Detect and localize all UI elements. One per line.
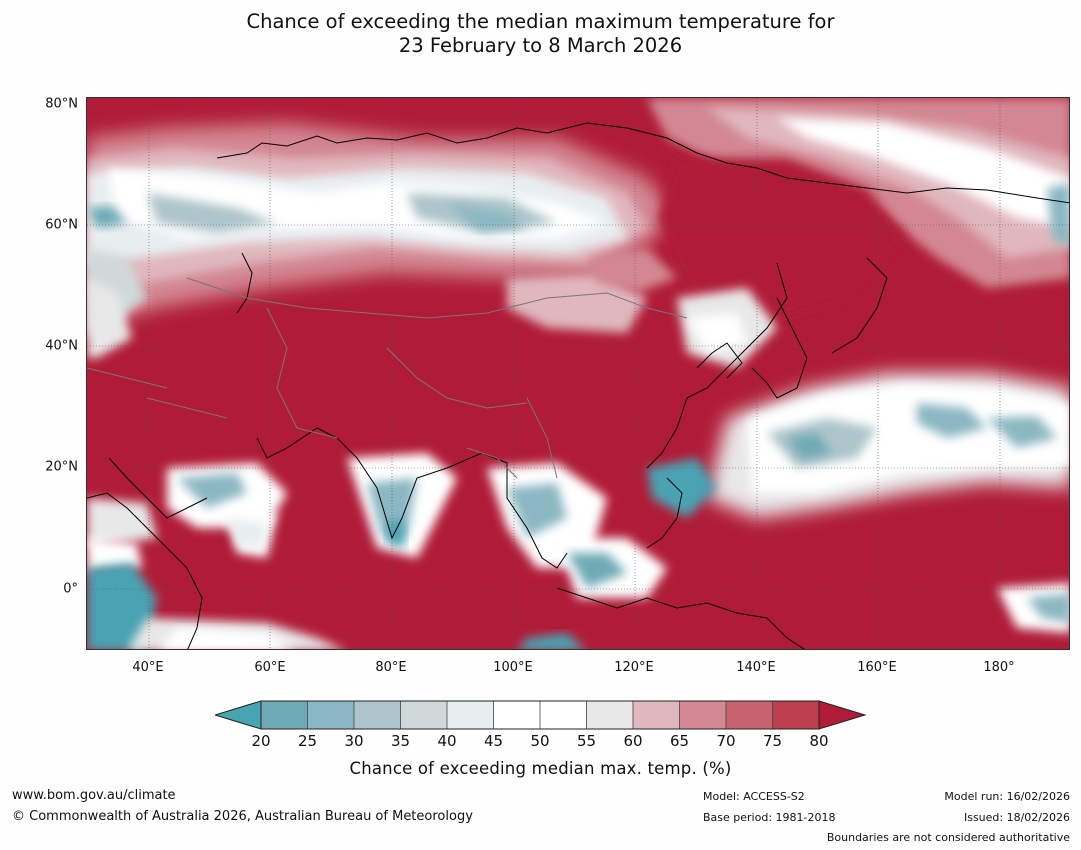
map-title: Chance of exceeding the median maximum t… <box>0 10 1081 58</box>
lat-label-0: 0° <box>63 581 78 597</box>
title-line-2: 23 February to 8 March 2026 <box>398 34 683 57</box>
coastlines <box>87 122 1069 649</box>
model-name: Model: ACCESS-S2 <box>703 790 805 803</box>
colorbar-tick-45: 45 <box>483 732 504 750</box>
base-period: Base period: 1981-2018 <box>703 811 836 824</box>
colorbar-tick-55: 55 <box>576 732 597 750</box>
colorbar-tick-65: 65 <box>669 732 690 750</box>
country-borders <box>87 277 688 479</box>
colorbar-band-30-35 <box>354 701 401 729</box>
map-canvas <box>87 98 1069 649</box>
colorbar-tick-40: 40 <box>437 732 457 750</box>
lat-label-20n: 20°N <box>45 459 78 475</box>
colorbar-band-20-25 <box>261 701 308 729</box>
colorbar <box>215 700 867 730</box>
lon-label-40e: 40°E <box>132 660 164 675</box>
issued-date: Issued: 18/02/2026 <box>963 811 1070 824</box>
lon-label-160e: 160°E <box>857 660 897 675</box>
lat-label-80n: 80°N <box>45 96 78 112</box>
graticule <box>87 98 1069 649</box>
lon-label-80e: 80°E <box>375 660 407 675</box>
colorbar-band-55-60 <box>586 701 633 729</box>
colorbar-band-70-75 <box>726 701 773 729</box>
copyright-text: © Commonwealth of Australia 2026, Austra… <box>12 809 473 824</box>
colorbar-tick-35: 35 <box>390 732 411 750</box>
colorbar-tick-30: 30 <box>344 732 364 750</box>
probability-fields <box>87 98 1069 649</box>
colorbar-band-35-40 <box>400 701 447 729</box>
colorbar-band-45-50 <box>493 701 540 729</box>
colorbar-band-60-65 <box>633 701 680 729</box>
colorbar-tick-70: 70 <box>716 732 736 750</box>
colorbar-band-40-45 <box>447 701 494 729</box>
colorbar-band-50-55 <box>540 701 587 729</box>
colorbar-tick-75: 75 <box>762 732 783 750</box>
title-line-1: Chance of exceeding the median maximum t… <box>246 10 835 33</box>
lon-label-140e: 140°E <box>736 660 776 675</box>
lat-label-60n: 60°N <box>45 217 78 233</box>
lon-label-180: 180° <box>983 660 1015 675</box>
colorbar-tick-20: 20 <box>251 732 271 750</box>
colorbar-band-65-70 <box>679 701 726 729</box>
colorbar-tick-25: 25 <box>297 732 318 750</box>
colorbar-tick-60: 60 <box>623 732 643 750</box>
boundaries-disclaimer: Boundaries are not considered authoritat… <box>826 831 1070 844</box>
lat-label-40n: 40°N <box>45 338 78 354</box>
colorbar-outline <box>260 700 820 730</box>
colorbar-band-75-80 <box>772 701 819 729</box>
colorbar-label: Chance of exceeding median max. temp. (%… <box>349 759 732 778</box>
colorbar-below-20 <box>215 700 262 730</box>
colorbar-above-80 <box>818 700 867 730</box>
lon-label-100e: 100°E <box>493 660 533 675</box>
lon-label-60e: 60°E <box>254 660 286 675</box>
website-link[interactable]: www.bom.gov.au/climate <box>12 788 176 803</box>
model-run-date: Model run: 16/02/2026 <box>944 790 1070 803</box>
colorbar-band-25-30 <box>307 701 354 729</box>
lon-label-120e: 120°E <box>614 660 654 675</box>
colorbar-tick-80: 80 <box>809 732 829 750</box>
forecast-map <box>86 97 1070 650</box>
colorbar-tick-50: 50 <box>530 732 550 750</box>
